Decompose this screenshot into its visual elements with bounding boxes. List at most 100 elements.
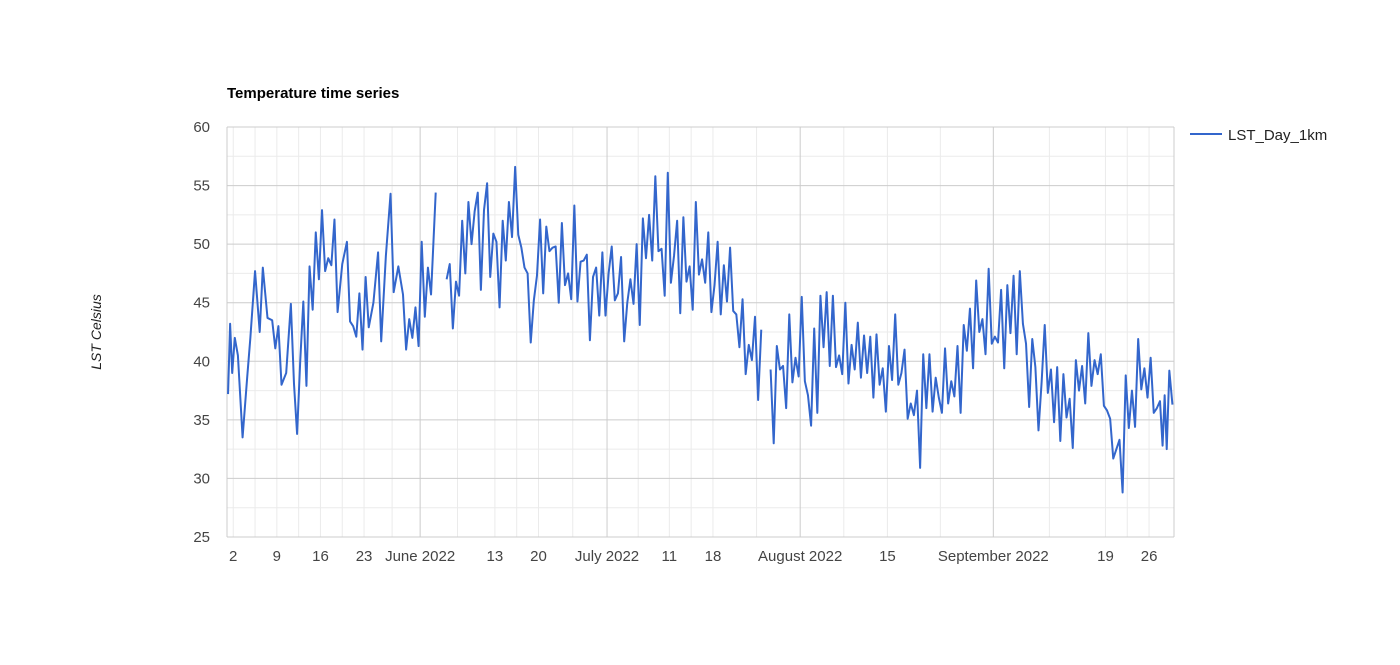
- data-point: [1100, 353, 1102, 355]
- data-point: [461, 220, 463, 222]
- data-point: [907, 418, 909, 420]
- data-point: [1050, 368, 1052, 370]
- data-point: [645, 257, 647, 259]
- data-point: [592, 276, 594, 278]
- data-point: [651, 260, 653, 262]
- data-point: [598, 315, 600, 317]
- data-point: [751, 359, 753, 361]
- x-tick-label: August 2022: [758, 548, 842, 565]
- data-point: [455, 281, 457, 283]
- data-point: [701, 258, 703, 260]
- data-point: [464, 272, 466, 274]
- data-point: [1006, 284, 1008, 286]
- data-point: [402, 294, 404, 296]
- data-point: [860, 377, 862, 379]
- data-point: [601, 251, 603, 253]
- data-point: [517, 234, 519, 236]
- data-point: [231, 372, 233, 374]
- data-point: [608, 272, 610, 274]
- data-point: [358, 292, 360, 294]
- data-point: [732, 310, 734, 312]
- x-tick-label: June 2022: [385, 548, 455, 565]
- data-point: [262, 267, 264, 269]
- y-tick-label: 50: [193, 236, 210, 253]
- data-point: [913, 414, 915, 416]
- data-point: [745, 373, 747, 375]
- data-point: [514, 166, 516, 168]
- data-point: [408, 318, 410, 320]
- data-point: [1131, 390, 1133, 392]
- data-point: [1025, 343, 1027, 345]
- data-point: [424, 316, 426, 318]
- data-point: [471, 243, 473, 245]
- data-point: [533, 299, 535, 301]
- data-point: [726, 301, 728, 303]
- data-point: [1166, 448, 1168, 450]
- data-point: [227, 393, 229, 395]
- data-point: [467, 201, 469, 203]
- data-point: [648, 214, 650, 216]
- data-point: [897, 384, 899, 386]
- data-point: [854, 368, 856, 370]
- data-point: [685, 281, 687, 283]
- data-point: [785, 407, 787, 409]
- data-point: [539, 219, 541, 221]
- data-point: [1081, 365, 1083, 367]
- y-tick-labels: 25 30 35 40 45 50 55 60: [193, 119, 210, 546]
- data-point: [991, 343, 993, 345]
- data-point: [1137, 338, 1139, 340]
- data-point: [1059, 440, 1061, 442]
- x-tick-label: September 2022: [938, 548, 1049, 565]
- data-point: [953, 395, 955, 397]
- data-point: [738, 346, 740, 348]
- data-point: [969, 308, 971, 310]
- data-point: [561, 222, 563, 224]
- legend[interactable]: LST_Day_1km: [1190, 127, 1327, 144]
- data-point: [717, 241, 719, 243]
- data-point: [362, 349, 364, 351]
- series-line-LST_Day_1km: [227, 192, 437, 439]
- data-point: [963, 324, 965, 326]
- data-point: [267, 317, 269, 319]
- data-point: [234, 337, 236, 339]
- data-point: [418, 345, 420, 347]
- data-point: [293, 383, 295, 385]
- data-point: [928, 353, 930, 355]
- data-point: [492, 233, 494, 235]
- grid-layer: [226, 126, 1175, 538]
- data-point: [1094, 359, 1096, 361]
- data-point: [1147, 397, 1149, 399]
- data-point: [249, 337, 251, 339]
- data-point: [1171, 404, 1173, 406]
- data-point: [302, 301, 304, 303]
- data-point: [900, 372, 902, 374]
- data-point: [975, 279, 977, 281]
- data-point: [333, 219, 335, 221]
- data-point: [894, 313, 896, 315]
- data-point: [520, 247, 522, 249]
- data-point: [570, 298, 572, 300]
- data-point: [545, 226, 547, 228]
- data-point: [664, 295, 666, 297]
- data-point: [290, 303, 292, 305]
- data-point: [1090, 385, 1092, 387]
- data-point: [352, 325, 354, 327]
- data-point: [782, 365, 784, 367]
- y-axis-title: LST Celsius: [88, 294, 104, 369]
- data-point: [1115, 448, 1117, 450]
- data-point: [779, 368, 781, 370]
- data-point: [580, 261, 582, 263]
- data-point: [573, 204, 575, 206]
- data-point: [330, 264, 332, 266]
- data-point: [489, 276, 491, 278]
- y-tick-label: 55: [193, 178, 210, 195]
- y-tick-label: 45: [193, 295, 210, 312]
- data-point: [499, 306, 501, 308]
- data-point: [978, 331, 980, 333]
- data-point: [770, 368, 772, 370]
- data-point: [689, 265, 691, 267]
- data-point: [636, 243, 638, 245]
- legend-label: LST_Day_1km: [1228, 127, 1327, 144]
- y-tick-label: 25: [193, 529, 210, 546]
